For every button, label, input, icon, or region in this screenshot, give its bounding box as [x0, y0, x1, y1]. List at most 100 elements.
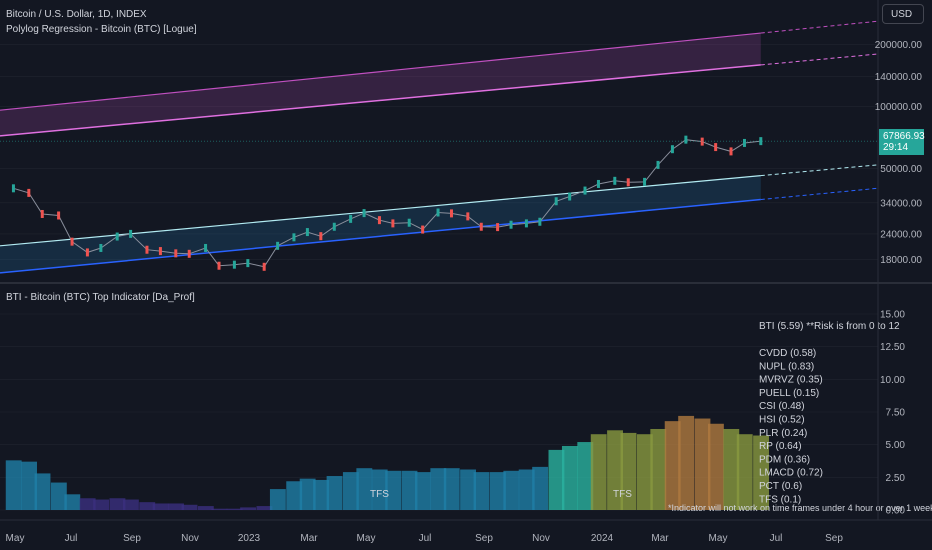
- bti-bar: [64, 494, 81, 510]
- price-candle: [684, 135, 688, 144]
- bti-bar: [122, 499, 139, 510]
- bti-legend-header: BTI (5.59) **Risk is from 0 to 12: [759, 321, 900, 332]
- bti-bar: [532, 466, 549, 510]
- price-candle: [292, 233, 296, 242]
- bti-indicator-title: BTI - Bitcoin (BTC) Top Indicator [Da_Pr…: [6, 292, 195, 303]
- bti-legend-item: PUELL (0.15): [759, 388, 819, 399]
- price-candle: [377, 216, 381, 225]
- bti-tick-label: 2.50: [886, 473, 906, 484]
- upper-band-fill: [0, 33, 761, 136]
- price-candle: [729, 147, 733, 156]
- price-candle: [524, 219, 528, 228]
- price-candle: [319, 232, 323, 241]
- price-candle: [496, 223, 500, 232]
- bti-bar: [548, 449, 565, 510]
- price-candle: [554, 197, 558, 206]
- price-candle: [276, 241, 280, 250]
- bti-bar: [168, 503, 184, 510]
- bti-bar: [561, 445, 578, 510]
- bti-bar: [577, 442, 594, 510]
- bti-bar: [518, 469, 535, 510]
- price-candle: [129, 229, 133, 238]
- bti-bar: [139, 502, 156, 510]
- price-candle: [57, 211, 61, 220]
- price-candle: [568, 192, 572, 201]
- bti-bar: [620, 432, 637, 510]
- price-candle: [583, 186, 587, 195]
- price-candle: [70, 237, 74, 246]
- bti-legend-item: LMACD (0.72): [759, 468, 823, 479]
- price-pane[interactable]: [0, 20, 878, 274]
- bti-bar: [707, 423, 724, 510]
- price-candle: [187, 249, 191, 258]
- bti-legend-item: PDM (0.36): [759, 454, 810, 465]
- bti-bar: [5, 460, 22, 510]
- bti-bar: [50, 482, 67, 510]
- price-candle: [174, 249, 178, 258]
- price-candle: [436, 208, 440, 217]
- bti-bar: [256, 506, 273, 510]
- bti-bar: [342, 472, 359, 510]
- bti-legend-item: NUPL (0.83): [759, 361, 814, 372]
- price-tick-label: 24000.00: [880, 229, 922, 240]
- bti-bar: [678, 415, 695, 510]
- price-candle: [246, 259, 250, 268]
- time-tick-label: Sep: [475, 533, 493, 544]
- price-candle: [85, 248, 89, 257]
- price-candle: [714, 143, 718, 152]
- time-tick-label: Mar: [300, 533, 318, 544]
- price-candle: [99, 243, 103, 252]
- time-tick-label: Sep: [123, 533, 141, 544]
- bti-legend-item: HSI (0.52): [759, 415, 805, 426]
- price-candle: [232, 260, 236, 269]
- upper-band-top-projection: [760, 20, 878, 34]
- bti-bar: [473, 472, 490, 510]
- time-tick-label: Jul: [770, 533, 783, 544]
- price-candle: [158, 247, 162, 256]
- time-tick-label: 2023: [238, 533, 261, 544]
- upper-band-bottom-line: [0, 64, 761, 137]
- bti-bar: [211, 508, 228, 510]
- price-tick-label: 34000.00: [880, 198, 922, 209]
- currency-button[interactable]: USD: [882, 4, 924, 24]
- bti-bar: [240, 507, 257, 510]
- bti-bar: [269, 489, 286, 510]
- bti-bar: [197, 506, 214, 510]
- bti-bar: [694, 418, 711, 510]
- bti-bar: [385, 470, 402, 510]
- price-tick-label: 50000.00: [880, 164, 922, 175]
- bti-bar: [460, 469, 477, 510]
- price-candle: [700, 137, 704, 146]
- bti-bar: [226, 508, 243, 510]
- price-candle: [332, 222, 336, 231]
- bti-bar: [326, 476, 343, 510]
- bti-bar: [152, 503, 169, 510]
- bti-bar: [736, 434, 753, 510]
- bti-bar: [299, 478, 316, 510]
- bti-bar: [313, 479, 330, 510]
- time-tick-label: May: [6, 533, 25, 544]
- bti-bar: [401, 470, 418, 510]
- price-candle: [449, 209, 453, 218]
- price-candle: [262, 262, 266, 271]
- bti-bar: [664, 421, 681, 510]
- bti-bar: [590, 434, 607, 510]
- bti-pane[interactable]: TFS TFS BTI (5.59) **Risk is from 0 to 12 C…: [0, 313, 932, 513]
- price-candle: [656, 160, 660, 169]
- bti-bar: [503, 470, 520, 510]
- price-line: [13, 139, 761, 268]
- tfs-annotation: TFS: [613, 489, 632, 500]
- price-tick-label: 200000.00: [875, 40, 923, 51]
- tfs-annotation: TFS: [370, 489, 389, 500]
- price-candle: [421, 225, 425, 234]
- bti-bar: [109, 498, 126, 510]
- bti-legend-item: PLR (0.24): [759, 428, 807, 439]
- bti-bar: [430, 468, 447, 510]
- bti-tick-label: 15.00: [880, 310, 905, 321]
- price-candle: [305, 228, 309, 237]
- time-tick-label: Nov: [532, 533, 550, 544]
- price-candle: [643, 177, 647, 186]
- time-tick-label: Jul: [419, 533, 432, 544]
- last-price-tag: 67866.93 29:14: [879, 129, 925, 155]
